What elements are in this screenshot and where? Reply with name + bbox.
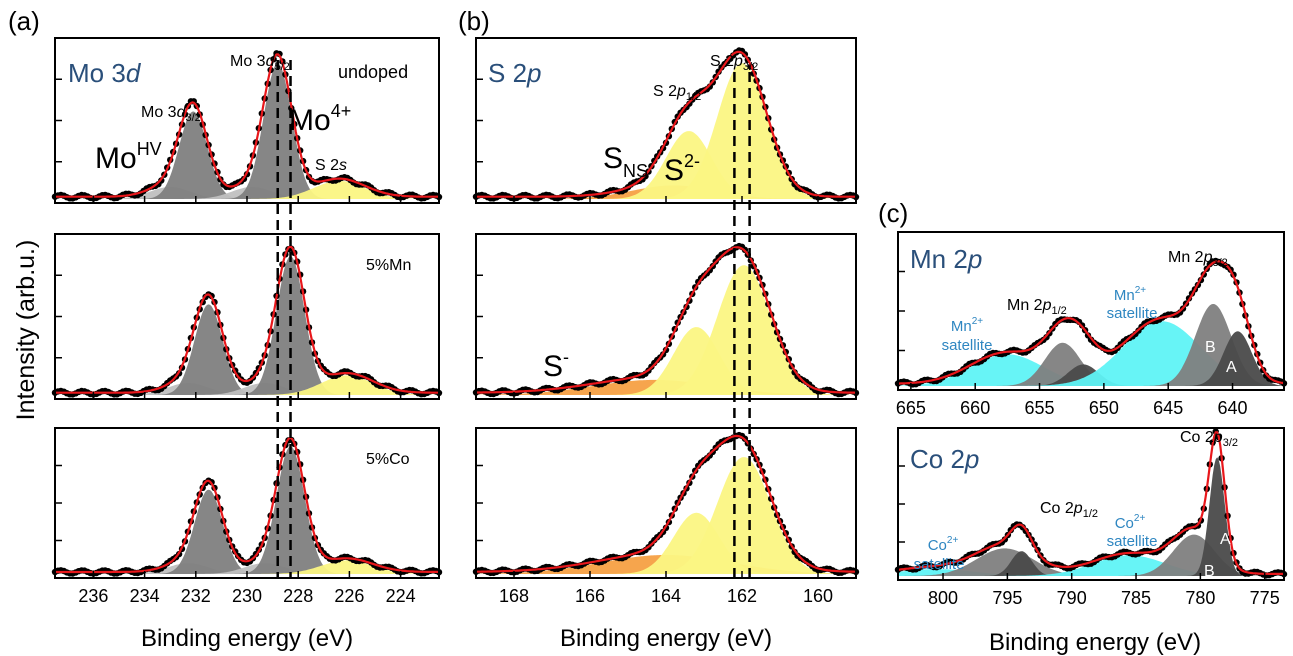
- mn-peak-a-label: A: [1226, 359, 1237, 376]
- mo3d-mn-component-2: [55, 382, 439, 395]
- mo3d-co-x-tick-label: 234: [130, 586, 160, 606]
- co2p-x-tick-label: 800: [928, 588, 958, 608]
- panel-b-x-label: Binding energy (eV): [560, 625, 772, 652]
- mo3d-title: Mo 3d: [68, 58, 142, 88]
- panel-a-letter: (a): [8, 6, 40, 36]
- mo3d-undoped-component-4: [55, 180, 439, 199]
- panel-b-letter: (b): [458, 6, 490, 36]
- s2p-co-component-2: [476, 457, 856, 574]
- co-2p32-label: Co 2p3/2: [1180, 429, 1238, 449]
- co-2p12-label: Co 2p1/2: [1040, 500, 1098, 520]
- mo3d-mn-fit-line: [55, 245, 439, 394]
- mo3d-co-x-tick-label: 228: [283, 586, 313, 606]
- s2p-co-fit-line: [476, 434, 856, 573]
- mn-2p12-label: Mn 2p1/2: [1007, 297, 1067, 317]
- mo3d-undoped-component-0: [55, 186, 439, 199]
- s-minus-label: S-: [543, 347, 569, 383]
- co2p-title: Co 2p: [910, 444, 979, 474]
- mo3d-co-x-tick-label: 230: [232, 586, 262, 606]
- mn2p-component-4: [898, 304, 1284, 386]
- s2p-mn-fit-line: [476, 246, 857, 394]
- mo3d-co-x-tick-label: 232: [181, 586, 211, 606]
- mn2p-title: Mn 2p: [910, 244, 982, 274]
- s2p-undoped-fit-line: [476, 50, 856, 198]
- co-peak-a-label: A: [1220, 531, 1231, 548]
- s2p-co-x-tick-label: 166: [575, 586, 605, 606]
- panel-a-x-label: Binding energy (eV): [141, 625, 353, 652]
- co2p-x-tick-label: 790: [1057, 588, 1087, 608]
- mo3d-co-x-tick-label: 224: [386, 586, 416, 606]
- mn2p-component-0: [898, 354, 1284, 386]
- panel-c-letter: (c): [878, 198, 908, 228]
- mn2p-x-tick-label: 645: [1153, 398, 1183, 418]
- panel-a-undoped-label: undoped: [338, 62, 408, 82]
- s2p-undoped-component-2: [476, 63, 856, 199]
- mn-peak-b-label: B: [1205, 339, 1216, 356]
- plot-layer: 236 234 232 230 228 226 224 168 166 164 162 160 665 6…: [51, 37, 1288, 608]
- mn-satellite-1-label: Mn2+: [951, 316, 983, 335]
- mn2p-x-tick-label: 665: [896, 398, 926, 418]
- co2p-x-tick-label: 780: [1185, 588, 1215, 608]
- s2p-co-x-tick-label: 164: [651, 586, 681, 606]
- co2p-component-4: [898, 534, 1284, 576]
- s-2p32-label: S 2p3/2: [710, 53, 758, 73]
- mo3d-undoped-fit-line: [55, 53, 439, 198]
- mo-3d52-label: Mo 3d5/2: [230, 53, 290, 73]
- s2p-co-x-tick-label: 162: [727, 586, 757, 606]
- mn-satellite-2-label: Mn2+: [1114, 285, 1146, 304]
- co2p-fit-line: [897, 431, 1284, 575]
- mo-hv-label: MoHV: [95, 139, 162, 175]
- co2p-component-1: [898, 548, 1284, 576]
- co-satellite-1-word: satellite: [914, 556, 965, 573]
- mo3d-mn-component-3: [55, 256, 439, 395]
- mn2p-x-tick-label: 655: [1025, 398, 1055, 418]
- panel-c-x-label: Binding energy (eV): [989, 629, 1201, 656]
- mo3d-co-x-tick-label: 226: [334, 586, 364, 606]
- panel-a-co-label: 5%Co: [366, 451, 410, 468]
- mn2p-component-5: [898, 331, 1284, 386]
- co2p-x-tick-label: 795: [992, 588, 1022, 608]
- s2p-co-component-1: [476, 512, 856, 574]
- mn2p-x-tick-label: 640: [1218, 398, 1248, 418]
- s-2minus-label: S2-: [664, 151, 700, 187]
- co-peak-b-label: B: [1204, 563, 1215, 580]
- mn2p-x-tick-label: 650: [1089, 398, 1119, 418]
- mo-3d32-label: Mo 3d3/2: [141, 104, 201, 124]
- co2p-x-tick-label: 775: [1250, 588, 1280, 608]
- mo4-label: Mo4+: [289, 101, 351, 137]
- mn2p-x-tick-label: 660: [960, 398, 990, 418]
- s2p-co-x-tick-label: 168: [499, 586, 529, 606]
- s-2p12-label: S 2p1/2: [653, 83, 701, 103]
- s2p-mn-component-1: [476, 327, 856, 395]
- co-satellite-2-label: Co2+: [1115, 513, 1146, 532]
- s-ns-label: SNS: [603, 142, 648, 181]
- y-axis-label: Intensity (arb.u.): [12, 240, 40, 421]
- mn-satellite-2-word: satellite: [1107, 305, 1158, 322]
- co-satellite-2-word: satellite: [1107, 533, 1158, 550]
- mo3d-co-component-4: [55, 560, 439, 574]
- mo3d-co-component-2: [55, 563, 439, 574]
- mo3d-mn-component-4: [55, 375, 439, 395]
- co2p-x-tick-label: 785: [1121, 588, 1151, 608]
- mn-satellite-1-word: satellite: [942, 337, 993, 354]
- co-satellite-1-label: Co2+: [928, 535, 959, 554]
- s2p-mn-component-2: [476, 265, 856, 395]
- s-2s-label: S 2s: [315, 157, 347, 174]
- mo3d-co-fit-line: [55, 436, 439, 574]
- s2p-co-x-tick-label: 160: [803, 586, 833, 606]
- mo3d-co-x-tick-label: 236: [78, 586, 108, 606]
- mn-2p32-label: Mn 2p3/2: [1168, 249, 1228, 269]
- s2p-undoped-component-1: [476, 131, 856, 199]
- panel-a-mn-label: 5%Mn: [366, 257, 411, 274]
- mn2p-fit-line: [898, 260, 1285, 385]
- s2p-title: S 2p: [488, 58, 542, 88]
